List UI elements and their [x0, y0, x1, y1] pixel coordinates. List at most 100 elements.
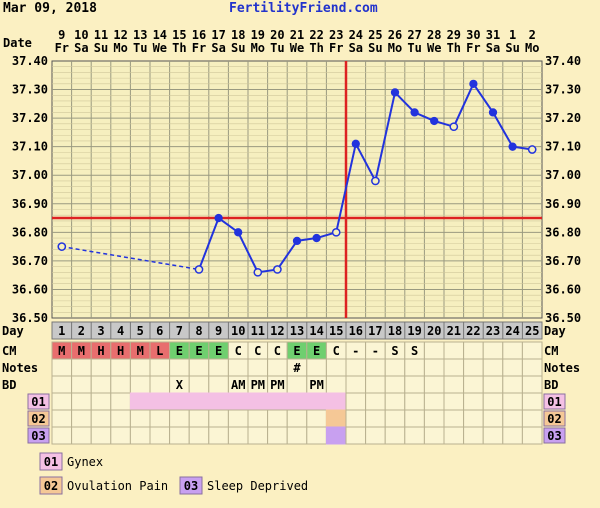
custom-row-cell: [404, 409, 425, 428]
y-tick-label-left: 37.30: [12, 83, 48, 97]
notes-cell: [267, 358, 288, 377]
bd-value: AM: [231, 378, 245, 392]
custom-row-cell: [463, 426, 484, 445]
bd-cell: [110, 375, 131, 394]
custom-row-cell: [149, 426, 171, 445]
date-number: 10: [74, 28, 88, 42]
cycle-day-number: 17: [368, 324, 382, 338]
cm-value: -: [372, 344, 379, 358]
bd-cell: [404, 375, 425, 394]
cm-value: E: [176, 344, 183, 358]
y-tick-label-right: 36.90: [545, 197, 581, 211]
day-row-label-right: Day: [544, 324, 566, 338]
custom-row-cell: [267, 392, 288, 411]
custom-row-cell: [208, 426, 229, 445]
cycle-day-number: 1: [58, 324, 65, 338]
cm-cell: [443, 341, 465, 360]
notes-cell: [521, 358, 543, 377]
temp-point-open: [371, 176, 380, 186]
date-number: 18: [231, 28, 245, 42]
custom-row-cell: [423, 409, 445, 428]
weekday-label: Tu: [270, 41, 284, 55]
custom-row-cell: [502, 409, 523, 428]
notes-cell: [404, 358, 425, 377]
temp-segment: [472, 83, 494, 113]
custom-row-cell: [51, 392, 73, 411]
weekday-label: We: [153, 41, 167, 55]
cycle-day-number: 11: [251, 324, 265, 338]
cm-value: S: [391, 344, 398, 358]
notes-cell: [71, 358, 92, 377]
cm-value: C: [333, 344, 340, 358]
custom-row-code-box-left: [27, 410, 50, 427]
cm-value: C: [254, 344, 261, 358]
weekday-label: Fr: [55, 41, 69, 55]
bd-value: PM: [251, 378, 265, 392]
custom-row-cell: [169, 392, 190, 411]
temp-segment: [237, 231, 259, 273]
custom-row-cell: [110, 426, 131, 445]
custom-row-code-right: 01: [547, 395, 561, 409]
date-number: 29: [447, 28, 461, 42]
custom-row-cell: [345, 409, 367, 428]
bd-cell: [325, 375, 347, 394]
date-number: 16: [192, 28, 206, 42]
custom-row-cell: [502, 426, 523, 445]
bd-row-label: BD: [2, 378, 16, 392]
date-number: 20: [270, 28, 284, 42]
custom-row-cell: [71, 409, 92, 428]
bd-cell: [345, 375, 367, 394]
temp-segment: [335, 143, 357, 233]
custom-row-cell: [247, 426, 269, 445]
temp-point: [234, 228, 243, 237]
cm-value: M: [137, 344, 144, 358]
custom-row-cell: [502, 392, 523, 411]
custom-row-cell: [90, 426, 112, 445]
date-number: 25: [368, 28, 382, 42]
cm-value: E: [215, 344, 222, 358]
custom-row-cell: [71, 426, 92, 445]
custom-row-cell: [404, 426, 425, 445]
site-name[interactable]: FertilityFriend.com: [229, 1, 378, 16]
bd-cell: [384, 375, 406, 394]
notes-cell: [208, 358, 229, 377]
custom-row-cell: [521, 409, 543, 428]
notes-cell: [502, 358, 523, 377]
custom-row-cell: [443, 392, 465, 411]
notes-cell: [443, 358, 465, 377]
weekday-label: Su: [505, 41, 519, 55]
date-number: 1: [509, 28, 516, 42]
cycle-day-number: 22: [466, 324, 480, 338]
y-tick-label-right: 37.00: [545, 168, 581, 182]
bd-cell: [482, 375, 504, 394]
date-number: 31: [486, 28, 500, 42]
weekday-label: Mo: [251, 41, 265, 55]
day-row-label: Day: [2, 324, 24, 338]
weekday-label: Sa: [486, 41, 500, 55]
y-tick-label-left: 36.80: [12, 225, 48, 239]
custom-row-cell: [365, 392, 386, 411]
cycle-day-number: 2: [78, 324, 85, 338]
temp-point: [469, 79, 478, 88]
date-number: 13: [133, 28, 147, 42]
cycle-day-number: 10: [231, 324, 245, 338]
cycle-day-number: 5: [137, 324, 144, 338]
y-tick-label-left: 37.20: [12, 111, 48, 125]
date-number: 14: [153, 28, 167, 42]
temp-point: [430, 116, 439, 126]
cm-row-label-right: CM: [544, 344, 558, 358]
notes-cell: [365, 358, 386, 377]
custom-row-cell: [365, 426, 386, 445]
cm-value: M: [78, 344, 85, 358]
custom-row-cell: [443, 409, 465, 428]
temp-point: [292, 236, 302, 246]
temp-segment: [492, 111, 514, 148]
custom-row-cell: [521, 426, 543, 445]
bd-cell: [286, 375, 308, 394]
temp-segment: [276, 240, 298, 271]
cycle-day-number: 14: [309, 324, 323, 338]
custom-row-cell: [306, 409, 327, 428]
cm-value: H: [117, 344, 124, 358]
bd-cell: [188, 375, 210, 394]
